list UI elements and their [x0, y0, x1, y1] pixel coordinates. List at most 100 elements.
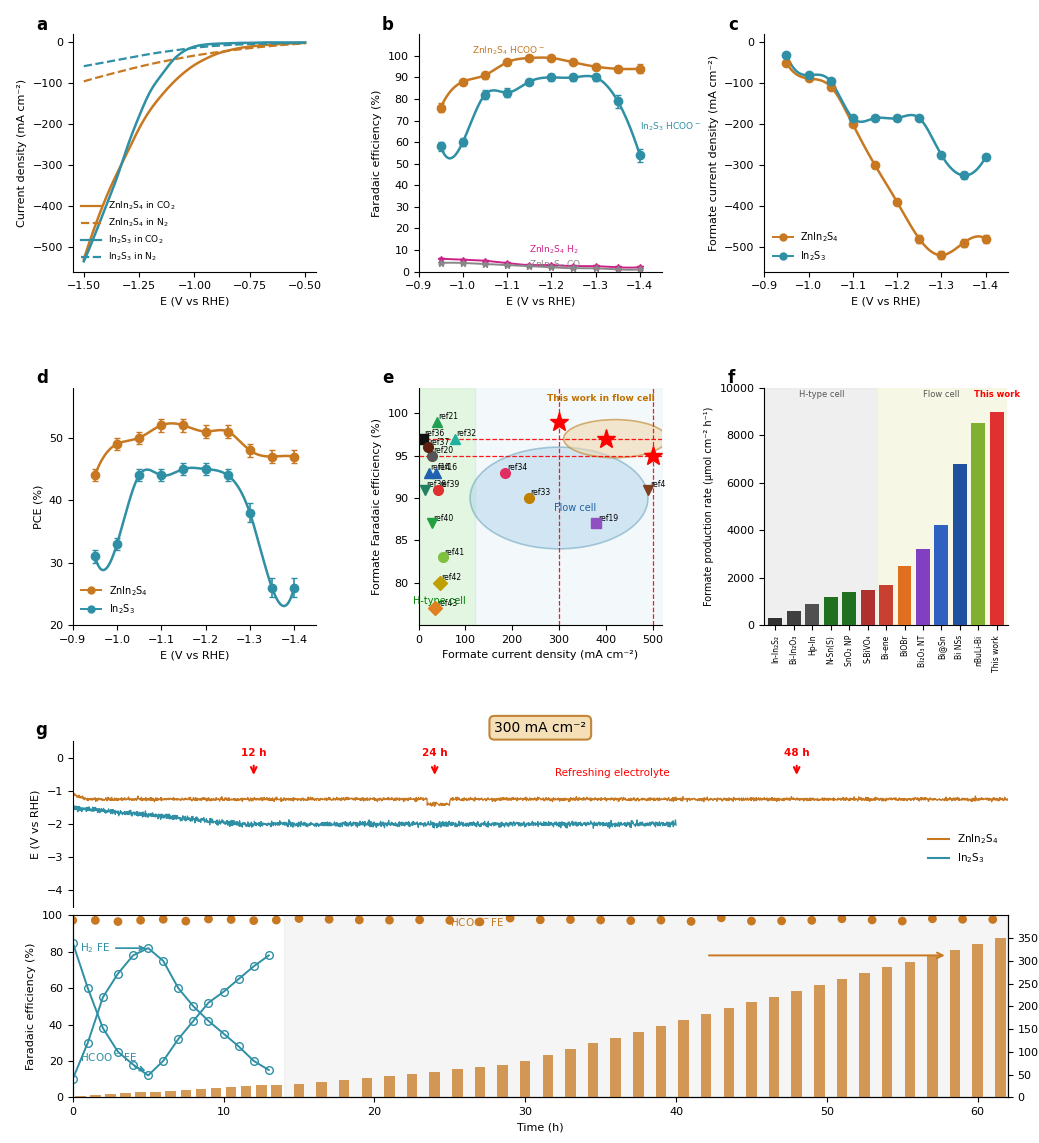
Bar — [678, 1020, 689, 1097]
Text: This work in flow cell: This work in flow cell — [548, 393, 655, 402]
Bar — [836, 980, 847, 1097]
Bar — [90, 1095, 101, 1097]
Bar — [135, 1093, 145, 1097]
Y-axis label: Faradaic efficiency (%): Faradaic efficiency (%) — [26, 943, 36, 1070]
Bar — [934, 526, 949, 625]
Bar — [610, 1038, 621, 1097]
Point — [502, 909, 518, 927]
Bar — [384, 1076, 395, 1097]
Bar — [656, 1025, 666, 1097]
Bar — [542, 1055, 553, 1097]
Y-axis label: E (V vs RHE): E (V vs RHE) — [31, 790, 41, 858]
Bar — [520, 1061, 531, 1097]
Bar — [814, 985, 825, 1097]
Text: b: b — [382, 16, 394, 33]
Bar — [75, 1096, 85, 1097]
Bar — [339, 1080, 349, 1097]
Bar — [843, 592, 856, 625]
Point — [863, 911, 880, 929]
Bar — [769, 618, 782, 625]
Point — [268, 911, 285, 929]
Point — [291, 910, 308, 928]
X-axis label: E (V vs RHE): E (V vs RHE) — [160, 297, 230, 306]
Bar — [429, 1071, 439, 1097]
Text: d: d — [36, 369, 48, 387]
Text: In$_2$S$_3$ HCOO$^-$: In$_2$S$_3$ HCOO$^-$ — [640, 120, 700, 133]
Bar — [995, 938, 1006, 1097]
Bar — [769, 997, 779, 1097]
Point — [532, 911, 549, 929]
Point — [132, 911, 149, 929]
Bar — [953, 464, 966, 625]
X-axis label: Time (h): Time (h) — [517, 1122, 563, 1133]
Text: HCOO$^-$ FE: HCOO$^-$ FE — [80, 1050, 143, 1071]
Bar — [859, 973, 870, 1097]
Bar — [407, 1073, 418, 1097]
Text: HCOO$^-$FE: HCOO$^-$FE — [450, 917, 504, 928]
Bar — [723, 1008, 735, 1097]
Text: Refreshing electrolyte: Refreshing electrolyte — [556, 768, 670, 778]
Point — [954, 910, 970, 928]
Text: ref20: ref20 — [433, 446, 453, 455]
Text: ZnIn$_2$S$_4$ H$_2$: ZnIn$_2$S$_4$ H$_2$ — [529, 243, 579, 256]
Bar — [792, 991, 802, 1097]
Text: ref33: ref33 — [531, 488, 551, 497]
Text: ref41: ref41 — [445, 547, 464, 557]
Point — [321, 910, 338, 928]
Y-axis label: Current density (mA cm⁻²): Current density (mA cm⁻²) — [17, 79, 27, 227]
Y-axis label: PCE (%): PCE (%) — [33, 485, 44, 529]
Point — [622, 911, 639, 929]
Bar — [882, 967, 893, 1097]
Text: ref43: ref43 — [436, 599, 457, 608]
Text: Flow cell: Flow cell — [924, 390, 960, 399]
Point — [351, 911, 368, 929]
Point — [472, 913, 488, 932]
Point — [222, 910, 239, 928]
Bar — [990, 411, 1004, 625]
Text: ref40: ref40 — [433, 514, 453, 522]
Point — [245, 911, 262, 929]
Text: c: c — [727, 16, 738, 33]
Text: g: g — [35, 721, 47, 738]
Y-axis label: Formate current density (mA cm⁻²): Formate current density (mA cm⁻²) — [709, 55, 719, 251]
Text: 12 h: 12 h — [241, 748, 266, 758]
Bar — [927, 956, 938, 1097]
Text: This work: This work — [974, 390, 1019, 399]
X-axis label: E (V vs RHE): E (V vs RHE) — [160, 650, 230, 661]
Bar — [565, 1049, 576, 1097]
Text: ref21: ref21 — [438, 413, 458, 421]
Bar — [916, 549, 930, 625]
Point — [562, 911, 579, 929]
Bar — [316, 1081, 327, 1097]
Point — [773, 912, 790, 930]
Point — [652, 911, 669, 929]
Text: ref19: ref19 — [598, 514, 618, 522]
Text: ref16: ref16 — [437, 463, 458, 472]
Text: 300 mA cm⁻²: 300 mA cm⁻² — [495, 721, 586, 735]
Text: ref32: ref32 — [456, 429, 477, 438]
Point — [803, 911, 820, 929]
Bar — [105, 1094, 115, 1097]
Bar — [294, 1084, 304, 1097]
Point — [592, 911, 609, 929]
Legend: ZnIn$_2$S$_4$, In$_2$S$_3$: ZnIn$_2$S$_4$, In$_2$S$_3$ — [769, 226, 843, 266]
Point — [155, 910, 171, 928]
X-axis label: Formate current density (mA cm⁻²): Formate current density (mA cm⁻²) — [443, 650, 638, 661]
Ellipse shape — [470, 447, 648, 549]
Text: e: e — [382, 369, 394, 387]
Point — [64, 911, 81, 929]
Bar — [256, 1086, 267, 1097]
Bar — [824, 597, 837, 625]
Bar — [151, 1092, 161, 1097]
Text: H$_2$ FE: H$_2$ FE — [80, 941, 143, 956]
Text: 48 h: 48 h — [783, 748, 809, 758]
Text: ref14: ref14 — [430, 463, 450, 472]
Text: H-type cell: H-type cell — [799, 390, 845, 399]
Bar — [121, 1094, 131, 1097]
Point — [984, 910, 1001, 928]
Text: ZnIn$_2$S$_4$ CO: ZnIn$_2$S$_4$ CO — [529, 258, 582, 271]
Point — [833, 910, 850, 928]
Point — [87, 911, 104, 929]
Bar — [588, 1044, 598, 1097]
Point — [924, 910, 940, 928]
